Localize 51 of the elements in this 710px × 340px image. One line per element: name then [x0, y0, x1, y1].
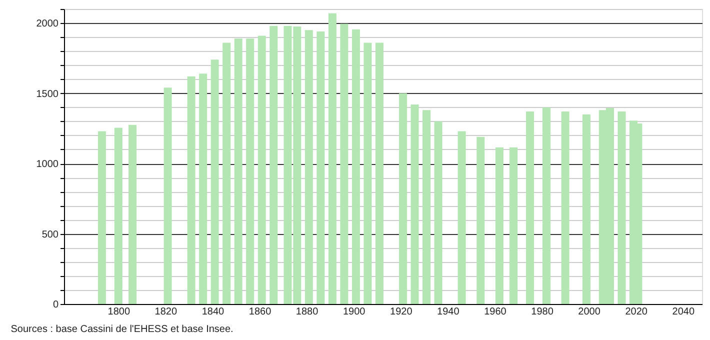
x-tick-label: 1920: [390, 306, 413, 318]
bar: [114, 128, 122, 304]
bar: [270, 26, 278, 304]
bar: [422, 110, 431, 304]
x-tick-label: 1880: [296, 306, 319, 318]
x-tick-label: 2000: [578, 306, 601, 318]
bar: [458, 131, 466, 304]
bar: [526, 112, 534, 304]
x-tick-label: 1940: [437, 306, 460, 318]
y-tick-label: 0: [52, 300, 59, 310]
bar: [234, 38, 242, 304]
x-tick-label: 2040: [672, 306, 695, 318]
bar: [561, 112, 570, 304]
bar: [364, 42, 372, 304]
bar: [410, 104, 419, 304]
y-tick-label: 1000: [36, 159, 59, 170]
x-tick-label: 2020: [625, 306, 648, 318]
bar: [434, 121, 442, 304]
bar: [582, 114, 590, 304]
bar: [316, 31, 325, 304]
y-tick-label: 1500: [36, 88, 59, 100]
bar: [398, 93, 407, 304]
bar: [340, 24, 348, 304]
bar: [375, 42, 384, 304]
x-tick-label: 1860: [248, 306, 272, 318]
bar: [476, 136, 485, 304]
source-note: Sources : base Cassini de l'EHESS et base Insee.: [10, 324, 234, 335]
bar: [246, 38, 254, 304]
bar: [542, 107, 550, 304]
bar: [164, 88, 172, 304]
bar: [98, 131, 106, 304]
bar: [328, 13, 336, 304]
bar: [210, 60, 219, 304]
x-tick-label: 1960: [484, 306, 507, 318]
x-tick-label: 1820: [154, 306, 178, 318]
y-tick-label: 2000: [36, 18, 59, 30]
bar: [222, 42, 231, 304]
bar: [304, 30, 313, 304]
bar: [258, 36, 266, 304]
x-tick-label: 1840: [202, 306, 225, 318]
bar: [352, 29, 360, 304]
bar: [187, 76, 196, 304]
bar: [199, 74, 208, 304]
bar: [510, 147, 518, 304]
x-tick-label: 1900: [342, 306, 366, 318]
x-tick-label: 1980: [531, 306, 554, 318]
y-tick-label: 500: [42, 229, 59, 240]
bar: [495, 147, 504, 304]
bar: [618, 112, 626, 304]
x-tick-label: 1800: [108, 306, 130, 318]
bar: [128, 124, 137, 304]
